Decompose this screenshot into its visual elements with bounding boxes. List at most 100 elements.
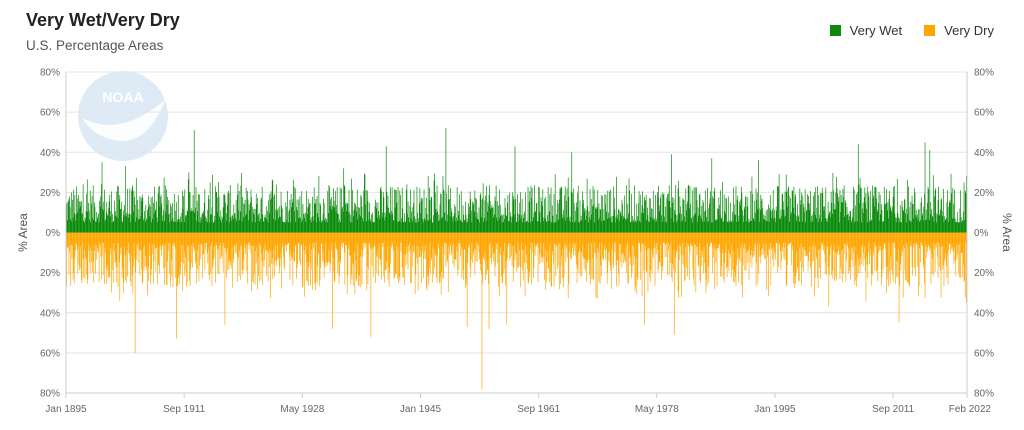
legend-item-very-wet[interactable]: Very Wet xyxy=(829,23,902,38)
bar-very-wet xyxy=(94,207,96,233)
bar-very-wet xyxy=(229,222,231,233)
bar-very-wet xyxy=(241,221,243,233)
bar-very-wet xyxy=(571,152,573,233)
bar-very-wet xyxy=(862,202,864,233)
bar-very-dry xyxy=(575,232,577,244)
bar-very-dry xyxy=(762,232,764,245)
bar-very-dry xyxy=(774,232,775,252)
bar-very-wet xyxy=(599,217,600,233)
bar-very-wet xyxy=(614,209,616,233)
bar-very-dry xyxy=(742,232,743,298)
bar-very-wet xyxy=(609,191,610,233)
chart-title: Very Wet/Very Dry xyxy=(26,10,180,30)
bar-very-dry xyxy=(277,232,279,260)
bar-very-wet xyxy=(785,174,787,233)
bar-very-dry xyxy=(111,232,112,293)
bar-very-dry xyxy=(918,232,919,297)
bar-very-wet xyxy=(559,188,561,233)
bar-very-dry xyxy=(480,232,482,271)
bar-very-dry xyxy=(864,232,866,247)
y-tick-label-left: 20% xyxy=(40,188,60,199)
bar-very-wet xyxy=(640,222,642,233)
bar-very-dry xyxy=(146,232,147,271)
bar-very-wet xyxy=(554,222,555,233)
bar-very-wet xyxy=(818,195,820,233)
bar-very-wet xyxy=(917,219,919,233)
bar-very-wet xyxy=(108,208,109,233)
bar-very-wet xyxy=(197,194,199,233)
bar-very-wet xyxy=(956,222,958,233)
bar-very-wet xyxy=(548,220,550,233)
bar-very-wet xyxy=(392,213,394,233)
bar-very-dry xyxy=(168,232,170,252)
bar-very-dry xyxy=(197,232,199,270)
bar-very-wet xyxy=(661,215,662,233)
bar-very-wet xyxy=(532,221,534,233)
bar-very-wet xyxy=(247,191,248,233)
bar-very-wet xyxy=(808,203,810,233)
bar-very-wet xyxy=(264,214,266,233)
bar-very-wet xyxy=(669,200,671,233)
bar-very-dry xyxy=(536,232,538,245)
bar-very-dry xyxy=(570,232,571,259)
bar-very-dry xyxy=(100,232,102,257)
bar-very-wet xyxy=(691,190,693,233)
bar-very-dry xyxy=(621,232,623,268)
bar-very-dry xyxy=(610,232,612,271)
bar-very-wet xyxy=(183,195,184,233)
bar-very-wet xyxy=(338,222,340,233)
bar-very-wet xyxy=(633,221,635,233)
bar-very-wet xyxy=(406,184,408,233)
bar-very-dry xyxy=(161,232,163,256)
bar-very-dry xyxy=(379,232,381,260)
bar-very-wet xyxy=(399,190,401,233)
bar-very-wet xyxy=(415,218,417,233)
bar-very-dry xyxy=(258,232,259,276)
bar-very-wet xyxy=(427,219,428,233)
bar-very-dry xyxy=(246,232,248,271)
bar-very-wet xyxy=(800,204,801,233)
bar-very-dry xyxy=(293,232,294,253)
bar-very-dry xyxy=(412,232,414,246)
bar-very-dry xyxy=(519,232,521,288)
bar-very-dry xyxy=(219,232,221,259)
bar-very-dry xyxy=(466,232,468,327)
bar-very-wet xyxy=(394,189,395,233)
bar-very-wet xyxy=(495,200,496,233)
legend-item-very-dry[interactable]: Very Dry xyxy=(924,23,994,38)
bar-very-dry xyxy=(904,232,906,271)
y-tick-label-right: 60% xyxy=(974,348,994,359)
bar-very-wet xyxy=(381,190,382,233)
bar-very-dry xyxy=(382,232,384,244)
bar-very-dry xyxy=(538,232,540,265)
bar-very-dry xyxy=(352,232,354,265)
bar-very-wet xyxy=(909,221,911,233)
bar-very-wet xyxy=(898,222,900,233)
bar-very-wet xyxy=(437,221,439,233)
bar-very-wet xyxy=(609,217,611,233)
bar-very-wet xyxy=(756,192,758,233)
bar-very-wet xyxy=(725,197,727,233)
bar-very-dry xyxy=(385,232,386,270)
bar-very-wet xyxy=(700,218,702,233)
bar-very-dry xyxy=(928,232,929,245)
bar-very-dry xyxy=(765,232,766,260)
bar-very-wet xyxy=(447,185,449,233)
bar-very-dry xyxy=(800,232,802,244)
bar-very-wet xyxy=(425,207,427,233)
bar-very-wet xyxy=(386,191,388,233)
bar-very-dry xyxy=(493,232,495,254)
bar-very-dry xyxy=(934,232,935,250)
bar-very-wet xyxy=(130,214,132,233)
bar-very-wet xyxy=(618,208,619,233)
bar-very-wet xyxy=(798,221,800,233)
bar-very-wet xyxy=(853,186,854,233)
bar-very-wet xyxy=(875,186,876,233)
bar-very-wet xyxy=(508,221,510,233)
bar-very-wet xyxy=(660,197,661,233)
bar-very-wet xyxy=(491,207,492,233)
bar-very-dry xyxy=(109,232,111,277)
bar-very-dry xyxy=(394,232,395,278)
bar-very-wet xyxy=(104,189,105,233)
